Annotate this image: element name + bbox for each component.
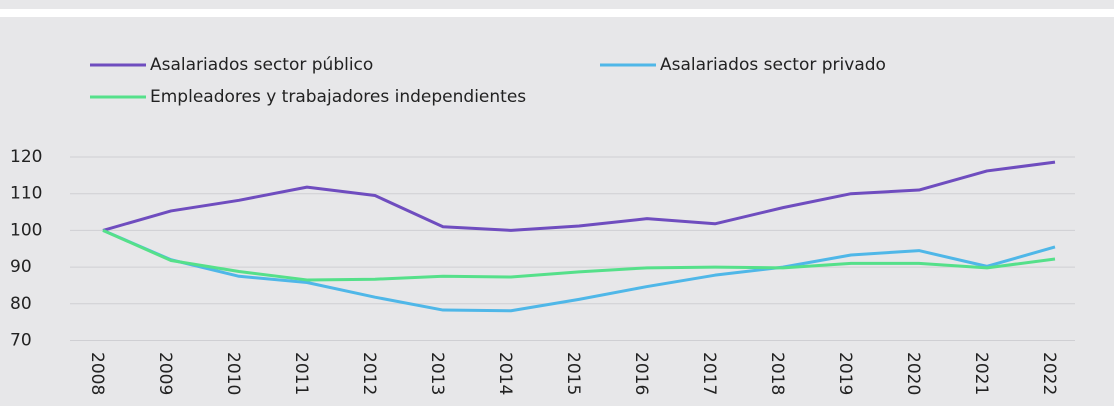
- series-line: [102, 160, 1056, 232]
- legend-label: Asalariados sector público: [150, 55, 373, 75]
- series-line: [102, 229, 1056, 313]
- y-tick-label: 120: [10, 147, 42, 167]
- x-tick-label: 2022: [1039, 352, 1059, 395]
- y-tick-label: 80: [10, 294, 32, 314]
- x-tick-label: 2021: [971, 352, 991, 395]
- x-tick-label: 2014: [495, 352, 515, 395]
- x-tick-label: 2008: [87, 352, 107, 395]
- x-tick-label: 2018: [767, 352, 787, 395]
- x-tick-label: 2010: [223, 352, 243, 395]
- x-tick-label: 2012: [359, 352, 379, 395]
- x-tick-label: 2015: [563, 352, 583, 395]
- x-tick-label: 2017: [699, 352, 719, 395]
- x-tick-label: 2016: [631, 352, 651, 395]
- x-tick-label: 2019: [835, 352, 855, 395]
- legend-label: Asalariados sector privado: [660, 55, 886, 75]
- x-tick-label: 2009: [155, 352, 175, 395]
- x-tick-label: 2020: [903, 352, 923, 395]
- legend-label: Empleadores y trabajadores independiente…: [150, 87, 526, 107]
- y-tick-label: 70: [10, 331, 32, 351]
- y-tick-label: 100: [10, 220, 42, 240]
- x-tick-label: 2013: [427, 352, 447, 395]
- series-line: [102, 229, 1056, 282]
- top-band: [0, 9, 1114, 17]
- x-tick-label: 2011: [291, 352, 311, 395]
- y-tick-label: 90: [10, 257, 32, 277]
- y-tick-label: 110: [10, 184, 42, 204]
